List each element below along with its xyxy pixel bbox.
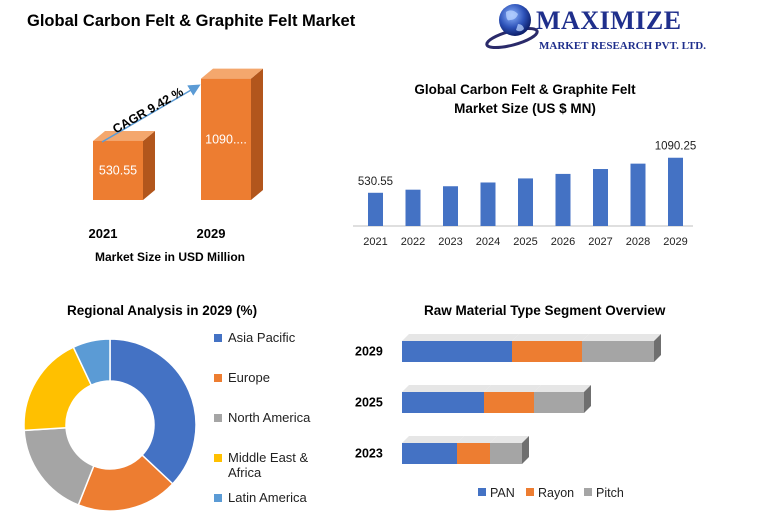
bar-side xyxy=(143,130,155,200)
yearly-bar-chart: 2021 530.55 2022 2023 2024 2025 2026 2027 2028 20… xyxy=(353,141,697,248)
stacked-segment xyxy=(457,443,490,464)
stacked-legend: PAN Rayon Pitch xyxy=(478,486,624,500)
bar-top xyxy=(402,334,519,341)
bar-value-label: 530.55 xyxy=(358,176,393,188)
legend-swatch xyxy=(214,334,222,342)
logo-subtitle: MARKET RESEARCH PVT. LTD. xyxy=(539,40,706,52)
c1-tick-label: 2021 xyxy=(89,226,118,241)
legend-swatch xyxy=(214,374,222,382)
tick-label: 2029 xyxy=(663,236,687,248)
raw-material-stacked-chart: 2023 2025 2029 PAN Rayon Pitch xyxy=(355,334,661,500)
cagr-annotation: CAGR 9.42 % xyxy=(110,85,186,137)
stacked-segment xyxy=(534,392,584,413)
c1-xlabel: Market Size in USD Million xyxy=(95,250,245,264)
legend-item: Asia Pacific xyxy=(214,330,295,345)
cagr-bar-chart: 530.55 1090.... CAGR 9.42 % 2021 2029 Mar… xyxy=(89,68,263,264)
tick-label: 2025 xyxy=(513,236,537,248)
tick-label: 2021 xyxy=(363,236,387,248)
bar xyxy=(443,186,458,226)
tick-label: 2027 xyxy=(588,236,612,248)
bar-top xyxy=(490,436,529,443)
c1-tick-label: 2029 xyxy=(197,226,226,241)
legend-swatch xyxy=(214,494,222,502)
donut-slice xyxy=(23,426,95,506)
cagr-arrow xyxy=(101,84,201,143)
stacked-segment xyxy=(484,392,534,413)
stacked-segment xyxy=(402,443,457,464)
logo-name: MAXIMIZE xyxy=(536,6,682,35)
category-label: 2025 xyxy=(355,396,383,410)
category-label: 2023 xyxy=(355,447,383,461)
stacked-segment xyxy=(402,341,512,362)
legend-item: Latin America xyxy=(214,490,307,505)
tick-label: 2024 xyxy=(476,236,500,248)
stacked-segment xyxy=(512,341,582,362)
donut-title: Regional Analysis in 2029 (%) xyxy=(67,303,258,318)
legend-swatch xyxy=(214,454,222,462)
bar-top xyxy=(201,68,263,79)
bar xyxy=(518,178,533,226)
stacked-segment xyxy=(402,392,484,413)
legend-swatch xyxy=(478,488,486,496)
tick-label: 2022 xyxy=(401,236,425,248)
legend-label: Pitch xyxy=(596,486,624,500)
stacked-title: Raw Material Type Segment Overview xyxy=(424,303,666,318)
regional-donut-chart xyxy=(23,338,197,512)
bar-chart-title: Global Carbon Felt & Graphite Felt Marke… xyxy=(414,82,636,116)
tick-label: 2028 xyxy=(626,236,650,248)
category-label: 2029 xyxy=(355,345,383,359)
bar-side xyxy=(522,436,529,464)
legend-label: Europe xyxy=(228,370,270,385)
bar-side xyxy=(251,68,263,200)
bar-top xyxy=(402,436,464,443)
legend-label: Asia Pacific xyxy=(228,330,296,345)
globe-logo-icon xyxy=(485,4,539,50)
legend-label: Middle East & Africa xyxy=(228,450,309,480)
legend-swatch xyxy=(584,488,592,496)
legend-label: PAN xyxy=(490,486,515,500)
bar-top xyxy=(402,385,491,392)
bar-top xyxy=(457,436,497,443)
legend-label: North America xyxy=(228,410,311,425)
bar xyxy=(93,140,143,200)
donut-slice xyxy=(109,338,197,485)
bar-value-label: 1090.... xyxy=(205,132,247,146)
bar-value-label: 1090.25 xyxy=(655,141,697,153)
bar xyxy=(630,163,646,226)
tick-label: 2023 xyxy=(438,236,462,248)
bar-side xyxy=(584,385,591,413)
bar-top xyxy=(534,385,591,392)
bar xyxy=(555,173,571,226)
bar xyxy=(405,189,421,226)
stacked-segment xyxy=(582,341,654,362)
legend-label: Latin America xyxy=(228,490,307,505)
legend-swatch xyxy=(214,414,222,422)
legend-item: North America xyxy=(214,410,310,425)
bar xyxy=(593,169,608,226)
bar xyxy=(480,182,496,226)
tick-label: 2026 xyxy=(551,236,575,248)
bar-top xyxy=(582,334,661,341)
bar xyxy=(368,192,383,226)
legend-item: Europe xyxy=(214,370,270,385)
bar-side xyxy=(654,334,661,362)
page-title: Global Carbon Felt & Graphite Felt Marke… xyxy=(27,12,356,30)
legend-swatch xyxy=(526,488,534,496)
donut-slice xyxy=(72,338,111,387)
bar-value-label: 530.55 xyxy=(99,163,137,177)
stacked-segment xyxy=(490,443,522,464)
bar-top xyxy=(512,334,589,341)
bar xyxy=(668,157,683,226)
legend-label: Rayon xyxy=(538,486,574,500)
legend-item: Middle East & Africa xyxy=(214,450,319,480)
bar-top xyxy=(484,385,541,392)
bar xyxy=(201,78,251,200)
